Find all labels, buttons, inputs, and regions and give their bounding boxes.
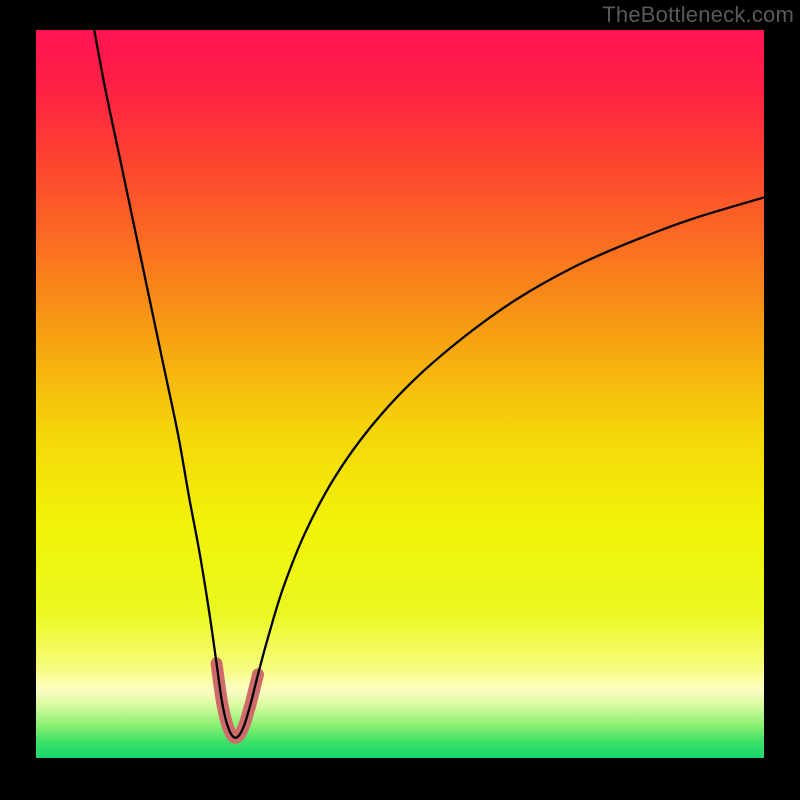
plot-area — [36, 30, 764, 758]
plot-svg — [36, 30, 764, 758]
watermark-text: TheBottleneck.com — [602, 2, 794, 28]
chart-frame: TheBottleneck.com — [0, 0, 800, 800]
